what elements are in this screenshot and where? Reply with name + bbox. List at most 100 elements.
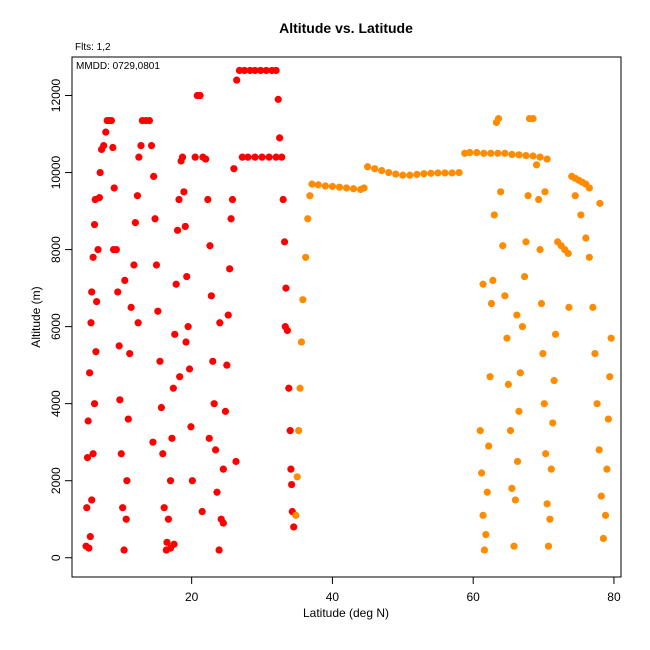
data-point — [123, 477, 131, 485]
y-tick-label: 2000 — [49, 467, 63, 494]
data-point — [487, 149, 495, 157]
data-point — [110, 184, 118, 192]
x-tick-label: 40 — [326, 590, 340, 604]
data-point — [180, 188, 188, 196]
data-point — [518, 323, 527, 331]
data-point — [434, 169, 442, 177]
data-point — [137, 141, 145, 150]
data-point — [130, 261, 138, 269]
data-point — [522, 152, 530, 160]
data-point — [485, 442, 493, 450]
data-point — [149, 438, 157, 446]
data-point — [293, 473, 301, 481]
data-point — [473, 148, 481, 157]
data-point — [274, 95, 282, 103]
data-point — [90, 400, 99, 408]
data-point — [116, 396, 124, 404]
data-point — [413, 170, 421, 179]
data-point — [314, 181, 322, 189]
data-point — [494, 115, 503, 123]
data-point — [335, 183, 344, 191]
data-point — [321, 182, 329, 190]
data-point — [127, 303, 135, 311]
data-point — [160, 504, 168, 512]
data-point — [480, 149, 488, 157]
data-point — [476, 427, 484, 435]
data-point — [92, 348, 100, 356]
data-point — [169, 384, 177, 392]
data-point — [114, 288, 122, 296]
y-tick-label: 8000 — [49, 236, 63, 263]
x-tick-label: 60 — [467, 590, 481, 604]
data-point — [577, 211, 585, 219]
data-point — [83, 504, 91, 512]
data-point — [482, 531, 490, 539]
data-point — [406, 171, 414, 179]
data-point — [536, 153, 544, 161]
data-point — [88, 288, 96, 296]
data-point — [198, 507, 206, 516]
data-point — [585, 253, 593, 261]
data-point — [257, 66, 265, 75]
y-tick-label: 0 — [49, 554, 63, 561]
data-point — [89, 253, 97, 261]
data-point — [599, 534, 608, 543]
data-point — [89, 450, 97, 458]
data-point — [295, 427, 303, 435]
data-point — [607, 334, 615, 342]
data-point — [511, 496, 520, 504]
data-point — [224, 311, 232, 319]
data-point — [83, 453, 92, 462]
data-point — [516, 369, 524, 377]
data-point — [185, 365, 194, 373]
data-point — [215, 546, 223, 554]
data-point — [228, 195, 237, 204]
data-point — [178, 153, 187, 161]
data-point — [292, 511, 300, 519]
data-point — [131, 219, 139, 227]
data-point — [532, 161, 541, 169]
data-point — [601, 511, 610, 519]
data-point — [164, 515, 173, 523]
data-point — [173, 226, 182, 234]
date-annotation: MMDD: 0729,0801 — [76, 61, 160, 72]
data-point — [399, 171, 407, 179]
data-point — [122, 515, 130, 523]
data-point — [244, 153, 252, 161]
data-point — [489, 276, 497, 285]
data-point — [565, 303, 573, 311]
data-point — [546, 515, 554, 523]
data-point — [290, 523, 298, 531]
data-point — [508, 150, 516, 159]
data-point — [145, 116, 154, 125]
data-point — [606, 373, 614, 381]
data-point — [547, 465, 555, 473]
data-point — [596, 199, 604, 207]
data-point — [120, 546, 128, 554]
data-point — [479, 280, 487, 288]
data-point — [420, 170, 428, 178]
data-point — [188, 477, 196, 485]
data-point — [166, 477, 175, 485]
data-point — [172, 280, 180, 288]
data-point — [539, 349, 547, 358]
data-point — [262, 66, 270, 75]
data-point — [147, 141, 156, 150]
data-point — [85, 369, 94, 377]
data-point — [176, 373, 184, 381]
data-point — [551, 330, 560, 338]
data-point — [385, 168, 393, 177]
data-point — [86, 532, 94, 541]
data-point — [184, 323, 192, 331]
data-point — [175, 195, 183, 204]
data-point — [448, 169, 456, 177]
data-point — [233, 76, 241, 84]
data-point — [282, 284, 290, 292]
data-point — [483, 488, 491, 496]
data-point — [364, 163, 372, 171]
data-point — [151, 215, 159, 223]
data-point — [427, 169, 435, 177]
data-point — [378, 167, 386, 175]
x-axis-label: Latitude (deg N) — [303, 606, 389, 620]
